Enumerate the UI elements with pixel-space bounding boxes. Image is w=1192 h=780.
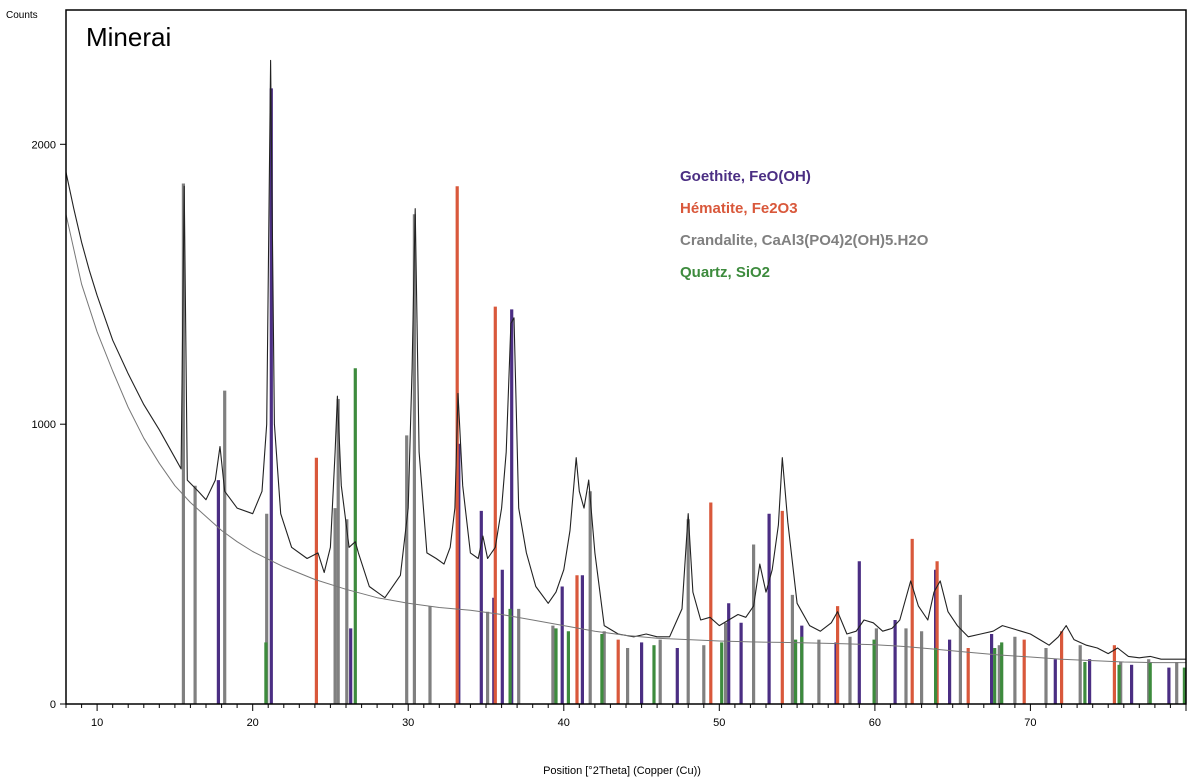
series-line-2 [66,214,1186,662]
y-tick-label: 0 [50,699,56,711]
x-axis-label: Position [°2Theta] (Copper (Cu)) [543,765,701,777]
y-axis-label: Counts [6,10,38,21]
data-series [66,60,1186,662]
x-tick-label: 50 [713,717,725,729]
chart-title: Minerai [86,22,171,52]
legend: Goethite, FeO(OH) Hématite, Fe2O3 Crandali… [680,168,929,281]
legend-item-2: Hématite, Fe2O3 [680,200,798,217]
x-tick-label: 30 [402,717,414,729]
x-tick-label: 70 [1024,717,1036,729]
x-tick-label: 20 [247,717,259,729]
series-line-1 [66,60,1186,659]
plot-frame [66,10,1186,704]
y-tick-label: 2000 [32,139,56,151]
legend-item-4: Quartz, SiO2 [680,264,770,281]
y-tick-label: 1000 [32,419,56,431]
legend-item-1: Goethite, FeO(OH) [680,168,811,185]
axes: 10 20 30 40 50 60 70 0 1000 2000 [32,139,1186,729]
legend-item-3: Crandalite, CaAl3(PO4)2(OH)5.H2O [680,232,929,249]
x-tick-label: 60 [869,717,881,729]
x-tick-label: 40 [558,717,570,729]
x-tick-label: 10 [91,717,103,729]
